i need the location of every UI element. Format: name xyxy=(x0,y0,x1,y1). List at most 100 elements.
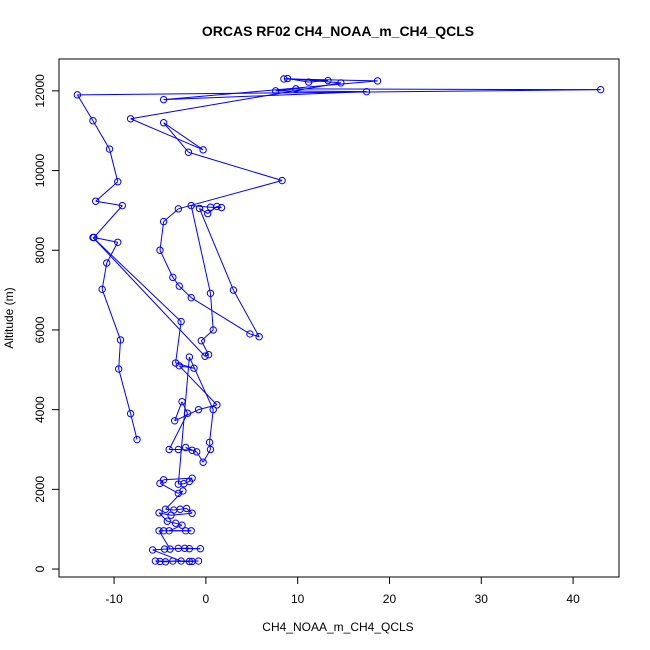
data-point xyxy=(159,527,168,535)
data-point xyxy=(271,87,280,95)
series-segment xyxy=(152,549,182,562)
series-segment xyxy=(167,520,176,524)
data-point xyxy=(178,521,186,529)
data-point xyxy=(197,337,205,345)
data-point xyxy=(126,115,135,123)
data-point xyxy=(194,405,203,414)
series-lines xyxy=(76,78,601,563)
data-point xyxy=(170,417,179,425)
data-point xyxy=(185,557,194,566)
data-point xyxy=(159,95,168,104)
data-point xyxy=(181,527,190,535)
data-point xyxy=(151,557,160,565)
series-segment xyxy=(190,297,251,335)
series-segment xyxy=(76,94,94,122)
data-point xyxy=(373,77,382,85)
series-segment xyxy=(178,285,192,299)
data-point xyxy=(195,204,204,213)
data-point xyxy=(181,443,190,452)
data-point xyxy=(177,317,185,326)
series-segment xyxy=(159,479,165,484)
x-tick-label: 20 xyxy=(383,592,397,606)
data-point xyxy=(169,273,177,282)
data-point xyxy=(156,246,164,254)
y-tick-label: 6000 xyxy=(33,316,47,343)
y-tick-label: 10000 xyxy=(33,154,47,188)
data-point xyxy=(179,487,187,495)
x-tick-label: -10 xyxy=(105,592,123,606)
data-point xyxy=(114,365,123,373)
series-segment xyxy=(130,118,204,151)
data-point xyxy=(174,205,183,213)
data-point xyxy=(178,397,186,406)
y-tick-label: 4000 xyxy=(33,396,47,423)
series-segment xyxy=(92,237,182,322)
data-point xyxy=(209,405,217,414)
data-point xyxy=(213,401,221,409)
data-point xyxy=(185,353,194,361)
data-point xyxy=(185,545,194,553)
data-point xyxy=(165,445,173,454)
data-point xyxy=(188,509,196,517)
data-point xyxy=(188,446,196,454)
data-point xyxy=(169,557,177,565)
series-segment xyxy=(165,490,184,510)
series-segment xyxy=(95,200,123,207)
data-point xyxy=(362,87,371,96)
series-segment xyxy=(168,524,183,532)
data-point xyxy=(114,238,122,246)
series-segment xyxy=(158,512,168,522)
series-segment xyxy=(177,357,190,485)
series-segment xyxy=(209,409,214,443)
series-segment xyxy=(172,277,180,287)
data-point xyxy=(105,145,114,153)
data-point xyxy=(116,336,125,344)
series-segment xyxy=(287,78,341,84)
data-point xyxy=(98,285,106,294)
series-segment xyxy=(249,333,260,338)
series-segment xyxy=(158,512,172,516)
series-segment xyxy=(179,365,195,369)
series-segment xyxy=(190,205,211,294)
y-tick-label: 2000 xyxy=(33,476,47,503)
series-segment xyxy=(118,368,132,414)
series-segment xyxy=(130,413,138,440)
series-segment xyxy=(95,181,119,202)
data-point xyxy=(280,75,288,83)
data-point xyxy=(337,79,345,87)
data-point xyxy=(155,527,163,535)
data-point xyxy=(204,209,212,218)
series-segment xyxy=(130,82,341,120)
series-segment xyxy=(295,88,601,91)
series-segment xyxy=(175,321,182,364)
data-point xyxy=(133,435,141,444)
data-point xyxy=(193,448,201,456)
series-segment xyxy=(93,237,118,243)
series-segment xyxy=(178,365,218,406)
data-point xyxy=(89,117,97,125)
data-point xyxy=(161,505,170,513)
data-point xyxy=(246,330,254,338)
x-axis: -10 0 10 20 30 40 xyxy=(105,576,580,606)
series-segment xyxy=(188,356,214,410)
data-point xyxy=(174,489,183,498)
data-point xyxy=(148,546,157,554)
x-tick-label: 30 xyxy=(475,592,489,606)
data-point xyxy=(229,286,238,294)
data-point xyxy=(155,509,163,517)
x-tick-label: 40 xyxy=(566,592,580,606)
series-segment xyxy=(178,448,193,451)
data-point xyxy=(174,480,183,488)
series-segment xyxy=(196,451,204,463)
series-segment xyxy=(101,289,121,341)
data-point xyxy=(187,293,195,302)
data-point xyxy=(73,91,82,99)
data-point xyxy=(292,85,300,93)
data-point xyxy=(206,203,215,211)
series-segment xyxy=(202,449,211,463)
data-point xyxy=(199,146,207,154)
data-point xyxy=(114,178,122,186)
data-point xyxy=(163,517,172,525)
series-segment xyxy=(165,508,174,511)
series-segment xyxy=(118,339,122,370)
